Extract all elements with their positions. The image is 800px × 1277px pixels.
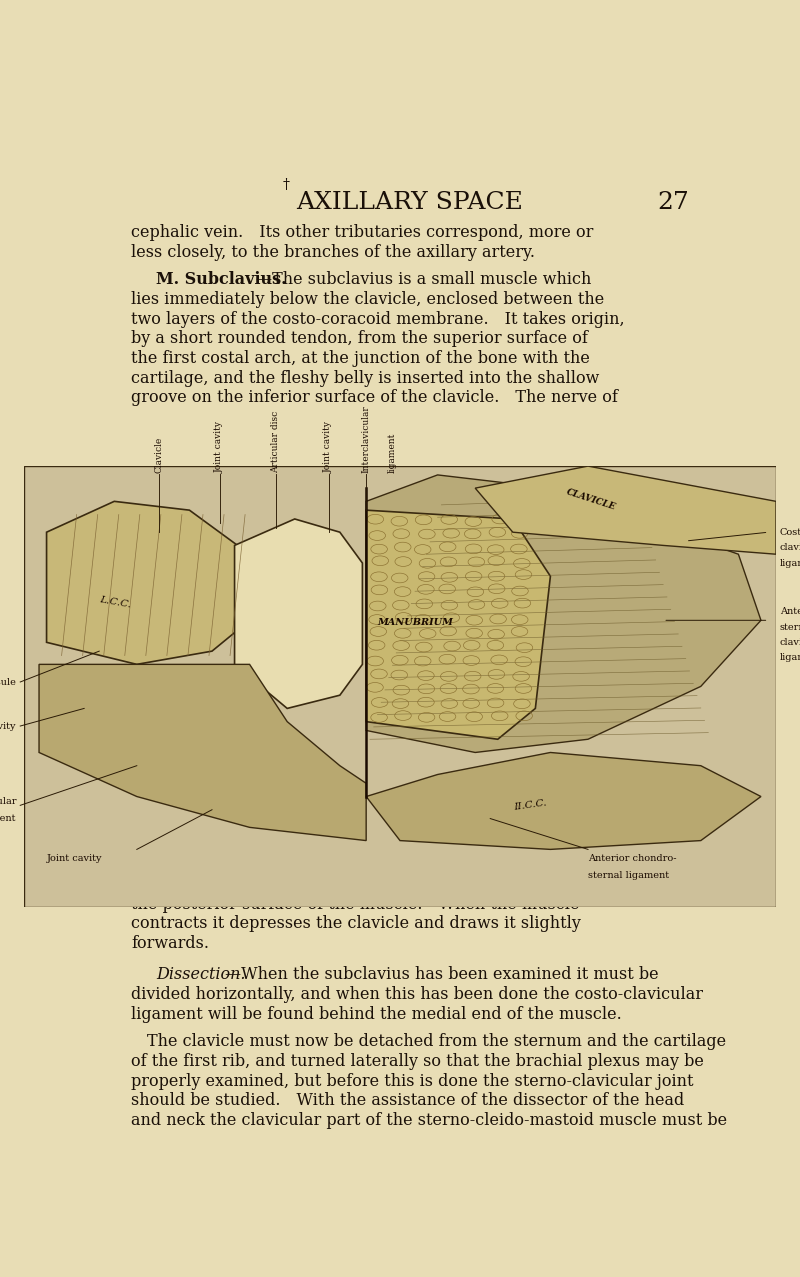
Polygon shape <box>366 752 761 849</box>
FancyBboxPatch shape <box>24 466 776 907</box>
Polygon shape <box>39 664 366 840</box>
Text: ligament: ligament <box>780 558 800 567</box>
Text: cartilage, and the fleshy belly is inserted into the shallow: cartilage, and the fleshy belly is inser… <box>131 369 599 387</box>
Text: should be studied. With the assistance of the dissector of the head: should be studied. With the assistance o… <box>131 1092 684 1110</box>
Text: II.C.C.: II.C.C. <box>513 798 547 812</box>
Text: Joint capsule: Joint capsule <box>0 678 17 687</box>
Text: the posterior surface of the muscle. When the muscle: the posterior surface of the muscle. Whe… <box>131 895 579 913</box>
Text: Clavicle: Clavicle <box>155 437 164 472</box>
Polygon shape <box>366 475 761 752</box>
Text: †: † <box>282 178 290 192</box>
Text: ligament: ligament <box>0 815 17 824</box>
Text: Interarticular: Interarticular <box>0 797 17 806</box>
Polygon shape <box>46 502 250 664</box>
Text: sternal ligament: sternal ligament <box>588 871 669 880</box>
Text: AXILLARY SPACE: AXILLARY SPACE <box>297 190 523 213</box>
Text: —The subclavius is a small muscle which: —The subclavius is a small muscle which <box>256 271 592 289</box>
Text: ligament: ligament <box>388 433 397 472</box>
Text: Costo-: Costo- <box>780 527 800 536</box>
Text: forwards.: forwards. <box>131 935 209 951</box>
Text: two layers of the costo-coracoid membrane. It takes origin,: two layers of the costo-coracoid membran… <box>131 310 625 328</box>
Text: groove on the inferior surface of the clavicle. The nerve of: groove on the inferior surface of the cl… <box>131 389 618 406</box>
Text: contracts it depresses the clavicle and draws it slightly: contracts it depresses the clavicle and … <box>131 916 581 932</box>
Text: clavicular: clavicular <box>780 638 800 647</box>
Text: properly examined, but before this is done the sterno-clavicular joint: properly examined, but before this is do… <box>131 1073 694 1089</box>
Text: 27: 27 <box>658 190 689 213</box>
Polygon shape <box>475 466 776 554</box>
Text: —When the subclavius has been examined it must be: —When the subclavius has been examined i… <box>226 967 659 983</box>
Text: Anterior: Anterior <box>780 607 800 616</box>
Text: Fig. 12.—Sterno-clavicular and Costo-sternal Joints.: Fig. 12.—Sterno-clavicular and Costo-ste… <box>218 858 602 872</box>
Text: Joint cavity: Joint cavity <box>0 722 17 730</box>
Text: less closely, to the branches of the axillary artery.: less closely, to the branches of the axi… <box>131 244 535 261</box>
Text: Joint cavity: Joint cavity <box>324 420 333 472</box>
Polygon shape <box>234 518 362 709</box>
Text: MANUBRIUM: MANUBRIUM <box>378 618 454 627</box>
Text: divided horizontally, and when this has been done the costo-clavicular: divided horizontally, and when this has … <box>131 986 703 1004</box>
Text: M. Subclavius.: M. Subclavius. <box>156 271 286 289</box>
Text: clavicular: clavicular <box>780 543 800 552</box>
Text: and neck the clavicular part of the sterno-cleido-mastoid muscle must be: and neck the clavicular part of the ster… <box>131 1112 727 1129</box>
Text: CLAVICLE: CLAVICLE <box>566 488 618 512</box>
Text: Joint cavity: Joint cavity <box>46 854 102 863</box>
Text: the first costal arch, at the junction of the bone with the: the first costal arch, at the junction o… <box>131 350 590 366</box>
Text: L.C.C.: L.C.C. <box>99 595 132 609</box>
Text: Joint cavity: Joint cavity <box>215 420 224 472</box>
Text: ligament will be found behind the medial end of the muscle.: ligament will be found behind the medial… <box>131 1006 622 1023</box>
Text: Articular disc: Articular disc <box>271 410 281 472</box>
Text: Interclavicular: Interclavicular <box>362 405 370 472</box>
Text: of the first rib, and turned laterally so that the brachial plexus may be: of the first rib, and turned laterally s… <box>131 1054 704 1070</box>
Polygon shape <box>366 510 550 739</box>
Text: Dissection.: Dissection. <box>156 967 246 983</box>
Text: supply is derived from the fifth cervical nerve and enters: supply is derived from the fifth cervica… <box>131 876 597 893</box>
Text: The clavicle must now be detached from the sternum and the cartilage: The clavicle must now be detached from t… <box>131 1033 726 1050</box>
Text: ligament: ligament <box>780 654 800 663</box>
Text: Anterior chondro-: Anterior chondro- <box>588 854 677 863</box>
Text: lies immediately below the clavicle, enclosed between the: lies immediately below the clavicle, enc… <box>131 291 604 308</box>
Text: sterno-: sterno- <box>780 622 800 632</box>
Text: cephalic vein. Its other tributaries correspond, more or: cephalic vein. Its other tributaries cor… <box>131 223 594 241</box>
Text: by a short rounded tendon, from the superior surface of: by a short rounded tendon, from the supe… <box>131 331 588 347</box>
